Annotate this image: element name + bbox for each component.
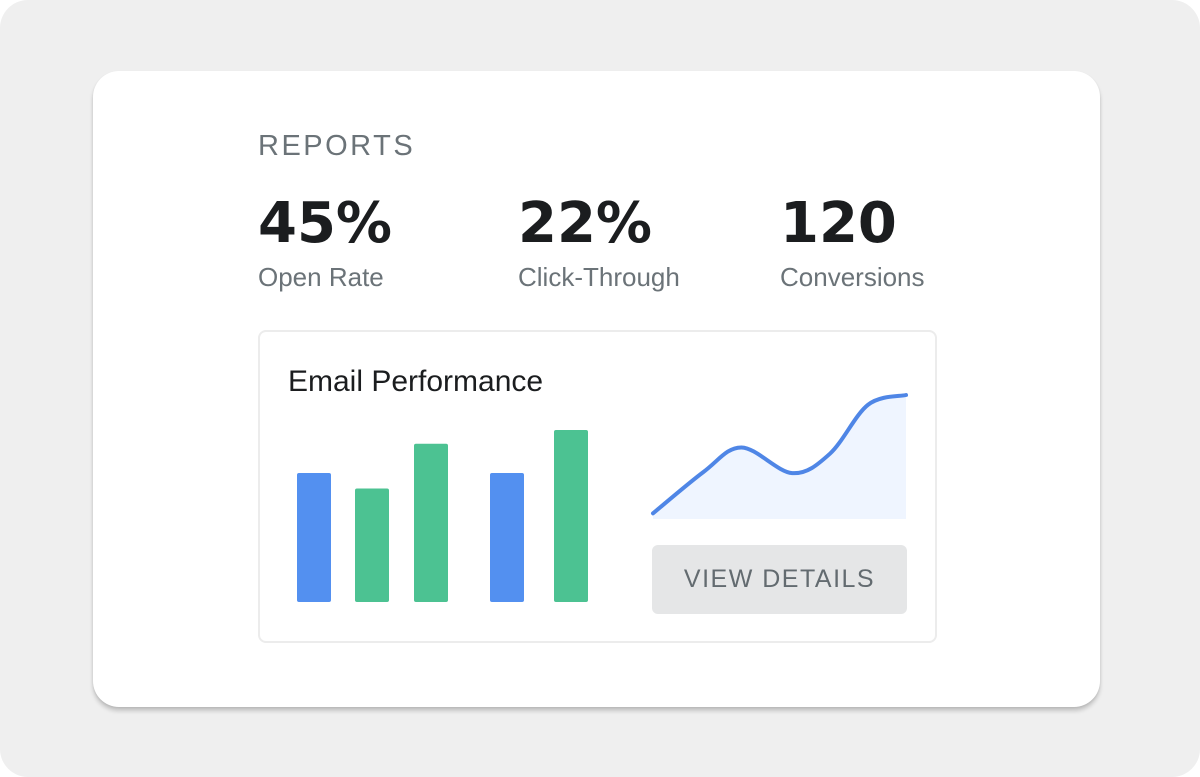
- bar-2: [355, 488, 389, 602]
- stat-value: 45%: [258, 191, 393, 256]
- stat-value: 22%: [518, 191, 653, 256]
- area-fill: [653, 395, 906, 519]
- panel-title: Email Performance: [288, 365, 544, 398]
- bar-5: [554, 430, 588, 602]
- stat-conversions: 120 Conversions: [780, 191, 925, 293]
- trend-line: [651, 393, 908, 516]
- bar-4: [490, 473, 524, 602]
- stat-click-through: 22% Click-Through: [518, 191, 680, 293]
- stat-label: Click-Through: [518, 262, 680, 292]
- view-details-button[interactable]: VIEW DETAILS: [652, 545, 907, 614]
- email-performance-panel: Email Performance VIEW DETAILS: [258, 330, 937, 643]
- stat-label: Conversions: [780, 262, 925, 292]
- stat-open-rate: 45% Open Rate: [258, 191, 393, 293]
- bar-1: [297, 473, 331, 602]
- performance-charts: [297, 393, 908, 602]
- bar-3: [414, 443, 448, 602]
- stat-label: Open Rate: [258, 262, 384, 292]
- reports-heading: REPORTS: [258, 130, 416, 162]
- stat-value: 120: [780, 191, 897, 256]
